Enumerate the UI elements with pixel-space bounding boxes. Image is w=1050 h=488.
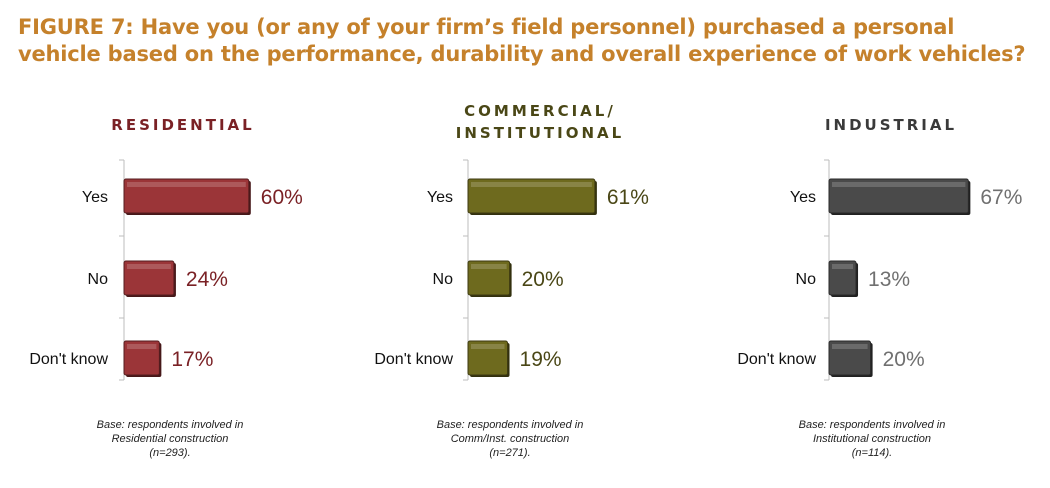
bar-highlight (127, 182, 246, 187)
base-note: Institutional construction (813, 433, 931, 445)
bar (828, 340, 872, 376)
value-label: 60% (261, 186, 303, 209)
bar (467, 340, 509, 376)
bar (467, 178, 596, 214)
value-label: 20% (522, 268, 564, 291)
base-note: Comm/Inst. construction (451, 433, 570, 445)
value-label: 67% (980, 186, 1022, 209)
bar-highlight (127, 264, 171, 269)
base-note: (n=114). (852, 447, 892, 459)
bar-highlight (471, 344, 505, 349)
panel-heading: RESIDENTIAL (111, 116, 254, 134)
category-label: No (433, 271, 454, 288)
value-label: 24% (186, 268, 228, 291)
bar-highlight (832, 344, 868, 349)
base-note: Base: respondents involved in (97, 419, 244, 431)
bar (123, 178, 250, 214)
bar (123, 340, 160, 376)
bar-highlight (832, 182, 966, 187)
figure-title-line-1: FIGURE 7: Have you (or any of your firm’… (18, 15, 955, 39)
category-label: Yes (790, 189, 816, 206)
base-note: Base: respondents involved in (799, 419, 946, 431)
bar (467, 260, 511, 296)
panel-heading: COMMERCIAL/ (464, 102, 616, 120)
value-label: 13% (868, 268, 910, 291)
base-note: (n=293). (149, 447, 190, 459)
category-label: Don't know (29, 351, 108, 368)
category-label: Don't know (737, 351, 816, 368)
bar-highlight (471, 264, 507, 269)
value-label: 17% (171, 348, 213, 371)
bar (828, 260, 857, 296)
panel-heading: INDUSTRIAL (825, 116, 957, 134)
category-label: Yes (427, 189, 453, 206)
bar (828, 178, 969, 214)
category-label: No (88, 271, 109, 288)
category-label: Yes (82, 189, 108, 206)
bar-highlight (127, 344, 157, 349)
value-label: 19% (520, 348, 562, 371)
bar-highlight (471, 182, 592, 187)
base-note: Residential construction (112, 433, 229, 445)
category-label: No (796, 271, 817, 288)
figure-title-line-2: vehicle based on the performance, durabi… (18, 42, 1026, 66)
bar-highlight (832, 264, 854, 269)
figure-title: FIGURE 7: Have you (or any of your firm’… (18, 14, 1038, 68)
value-label: 20% (883, 348, 925, 371)
base-note: (n=271). (489, 447, 530, 459)
value-label: 61% (607, 186, 649, 209)
base-note: Base: respondents involved in (437, 419, 584, 431)
category-label: Don't know (374, 351, 453, 368)
bar (123, 260, 175, 296)
panel-heading: INSTITUTIONAL (456, 124, 624, 142)
